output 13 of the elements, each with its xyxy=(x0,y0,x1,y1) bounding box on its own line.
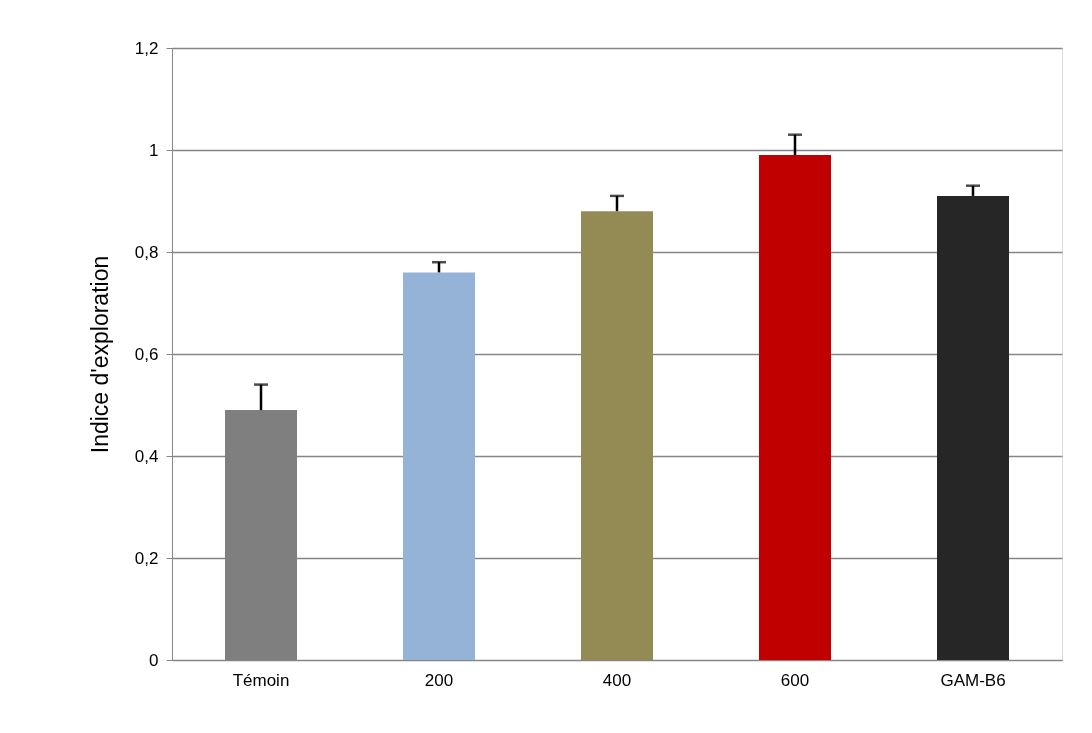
y-tick-label: 1 xyxy=(149,140,159,160)
x-tick-label: GAM-B6 xyxy=(940,670,1006,690)
y-tick-label: 0,6 xyxy=(134,344,159,364)
y-tick-label: 1,2 xyxy=(134,38,159,58)
x-tick-label: 400 xyxy=(602,670,632,690)
y-tick-label: 0,2 xyxy=(134,548,159,568)
y-axis-title: Indice d'exploration xyxy=(86,255,113,454)
x-tick-label: 600 xyxy=(780,670,810,690)
x-tick-label: Témoin xyxy=(232,670,290,690)
y-tick-label: 0 xyxy=(149,650,159,670)
x-tick-label: 200 xyxy=(424,670,454,690)
y-tick-label: 0,4 xyxy=(134,446,159,466)
y-tick-label: 0,8 xyxy=(134,242,159,262)
